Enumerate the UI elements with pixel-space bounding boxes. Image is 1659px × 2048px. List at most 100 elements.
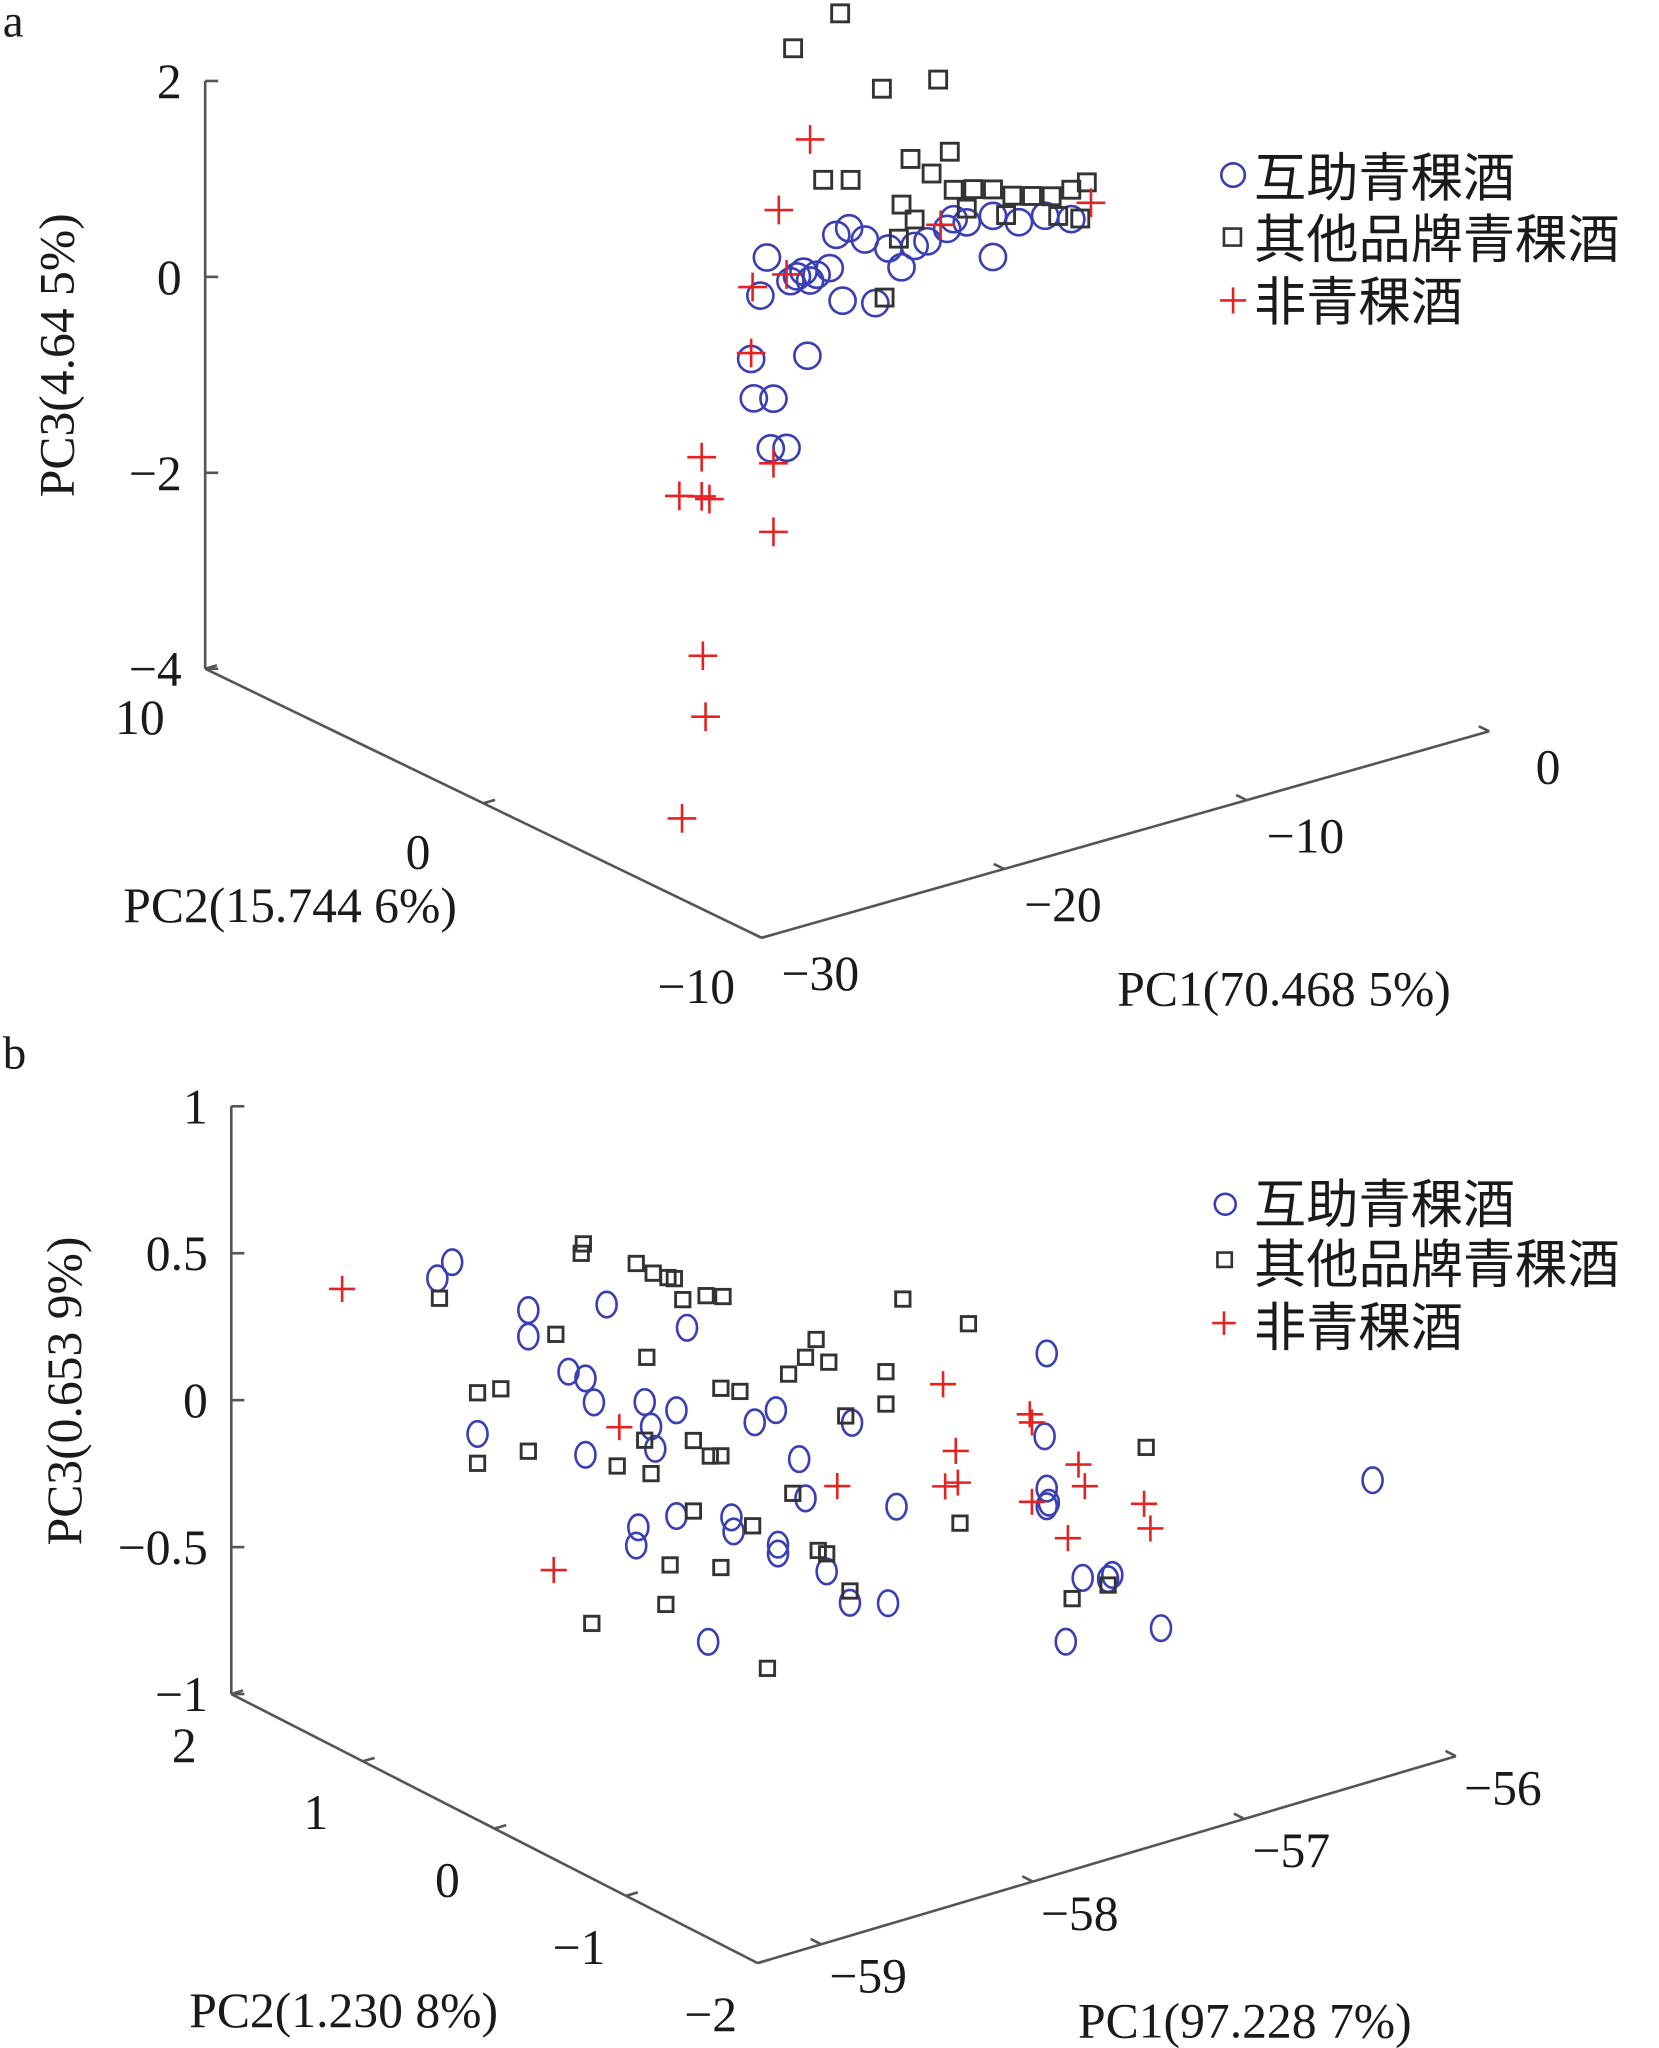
legend-square-marker-icon	[1216, 1251, 1234, 1269]
data-point-circle	[794, 1484, 817, 1513]
data-point-circle	[665, 1396, 688, 1425]
data-point-square	[951, 1514, 969, 1532]
data-point-square	[674, 1291, 692, 1309]
data-point-plus	[1018, 1488, 1045, 1515]
z-tick-label: 1	[183, 1079, 208, 1134]
y-tick-mark	[757, 1958, 770, 1965]
data-point-plus	[1065, 1451, 1092, 1478]
data-point-circle	[722, 1517, 745, 1546]
data-point-square	[665, 1270, 683, 1288]
legend-circle-marker-icon	[1220, 161, 1247, 189]
data-point-plus	[926, 210, 955, 240]
data-point-plus	[688, 641, 718, 671]
legend-circle-marker-icon	[1213, 1192, 1238, 1216]
data-point-square	[714, 1287, 732, 1306]
legend-plus-marker-icon	[1212, 1311, 1236, 1335]
data-point-circle	[1035, 1474, 1059, 1503]
data-point-plus	[329, 1275, 356, 1302]
data-point-plus	[695, 484, 724, 514]
data-point-plus	[824, 1472, 851, 1500]
x-tick-label: −58	[1041, 1886, 1119, 1941]
data-point-square	[430, 1289, 449, 1307]
data-point-square	[921, 163, 942, 184]
data-point-square	[644, 1264, 662, 1282]
data-point-circle	[802, 260, 832, 290]
y-tick-mark	[362, 1756, 376, 1763]
x-axis-label: PC1(97.228 7%)	[1078, 1994, 1412, 2048]
data-point-square	[874, 287, 895, 308]
data-point-square	[1063, 1590, 1081, 1608]
x-tick-mark	[1233, 1812, 1245, 1821]
data-point-circle	[764, 1396, 788, 1425]
data-point-square	[608, 1457, 626, 1475]
data-point-circle	[759, 384, 788, 414]
data-point-square	[468, 1454, 487, 1472]
y-tick-mark	[625, 1891, 639, 1898]
data-point-square	[891, 194, 912, 215]
series-circle	[426, 1248, 1384, 1656]
panel-b-pca-3d-scatter: b PC3(0.653 9%) PC2(1.230 8%) PC1(97.228…	[3, 1027, 1620, 2048]
data-point-square	[818, 1545, 836, 1563]
data-point-square	[983, 179, 1003, 200]
legend-label: 其他品牌青稞酒	[1254, 211, 1620, 269]
legend: 互助青稞酒 其他品牌青稞酒 非青稞酒	[1212, 1177, 1620, 1357]
data-point-circle	[1101, 1560, 1124, 1590]
data-point-plus	[606, 1414, 633, 1441]
data-point-square	[830, 3, 851, 24]
z-axis-label: PC3(4.64 5%)	[29, 213, 84, 497]
z-tick-label: 0	[183, 1373, 208, 1428]
data-point-square	[1022, 186, 1042, 206]
data-point-square	[840, 169, 861, 190]
data-point-square	[712, 1379, 730, 1397]
data-point-plus	[1076, 188, 1106, 218]
data-point-circle	[978, 201, 1008, 231]
y-axis-label: PC2(1.230 8%)	[189, 1983, 498, 2038]
data-point-plus	[932, 1473, 959, 1500]
data-point-circle	[574, 1440, 597, 1469]
data-point-square	[894, 1290, 912, 1308]
data-point-plus	[738, 272, 767, 302]
data-point-square	[871, 78, 892, 99]
data-point-circle	[720, 1503, 743, 1532]
data-point-circle	[887, 252, 916, 282]
data-point-circle	[1035, 1492, 1059, 1521]
data-point-circle	[582, 1388, 606, 1417]
x-tick-mark	[750, 931, 763, 939]
series-circle	[736, 201, 1086, 463]
data-point-circle	[766, 1539, 790, 1568]
data-point-circle	[1071, 1563, 1095, 1592]
data-point-plus	[691, 702, 720, 732]
data-point-circle	[1149, 1614, 1173, 1643]
data-point-square	[657, 1595, 675, 1614]
data-point-plus	[1054, 1525, 1081, 1552]
data-point-plus	[1071, 1473, 1098, 1500]
data-point-square	[928, 69, 949, 90]
data-point-circle	[557, 1357, 580, 1386]
data-point-square	[796, 1348, 815, 1366]
data-point-square	[807, 1330, 825, 1349]
y-tick-mark	[230, 1689, 244, 1696]
data-point-square	[784, 1484, 802, 1502]
data-point-circle	[574, 1364, 597, 1393]
panel-a-pca-3d-scatter: a PC3(4.64 5%) PC2(15.744 6%) PC1(70.468…	[3, 0, 1620, 1017]
data-point-square	[900, 149, 921, 169]
z-tick-label: 0.5	[146, 1226, 208, 1281]
z-tick-label: −4	[129, 642, 182, 697]
data-point-circle	[756, 434, 786, 463]
data-point-circle	[828, 286, 857, 316]
data-point-square	[841, 1582, 859, 1600]
data-point-square	[684, 1431, 702, 1450]
x-tick-label: −20	[1024, 877, 1102, 932]
legend-plus-marker-icon	[1220, 287, 1247, 314]
data-point-square	[1002, 185, 1023, 206]
legend-label: 其他品牌青稞酒	[1254, 1237, 1620, 1295]
y-tick-mark	[483, 798, 496, 805]
y-tick-mark	[761, 933, 774, 940]
data-point-square	[642, 1464, 660, 1483]
data-point-plus	[929, 1371, 957, 1398]
data-point-circle	[776, 266, 805, 296]
data-point-plus	[772, 260, 801, 289]
data-point-square	[638, 1348, 656, 1366]
data-point-circle	[517, 1296, 540, 1325]
z-axis-label: PC3(0.653 9%)	[37, 1237, 92, 1546]
